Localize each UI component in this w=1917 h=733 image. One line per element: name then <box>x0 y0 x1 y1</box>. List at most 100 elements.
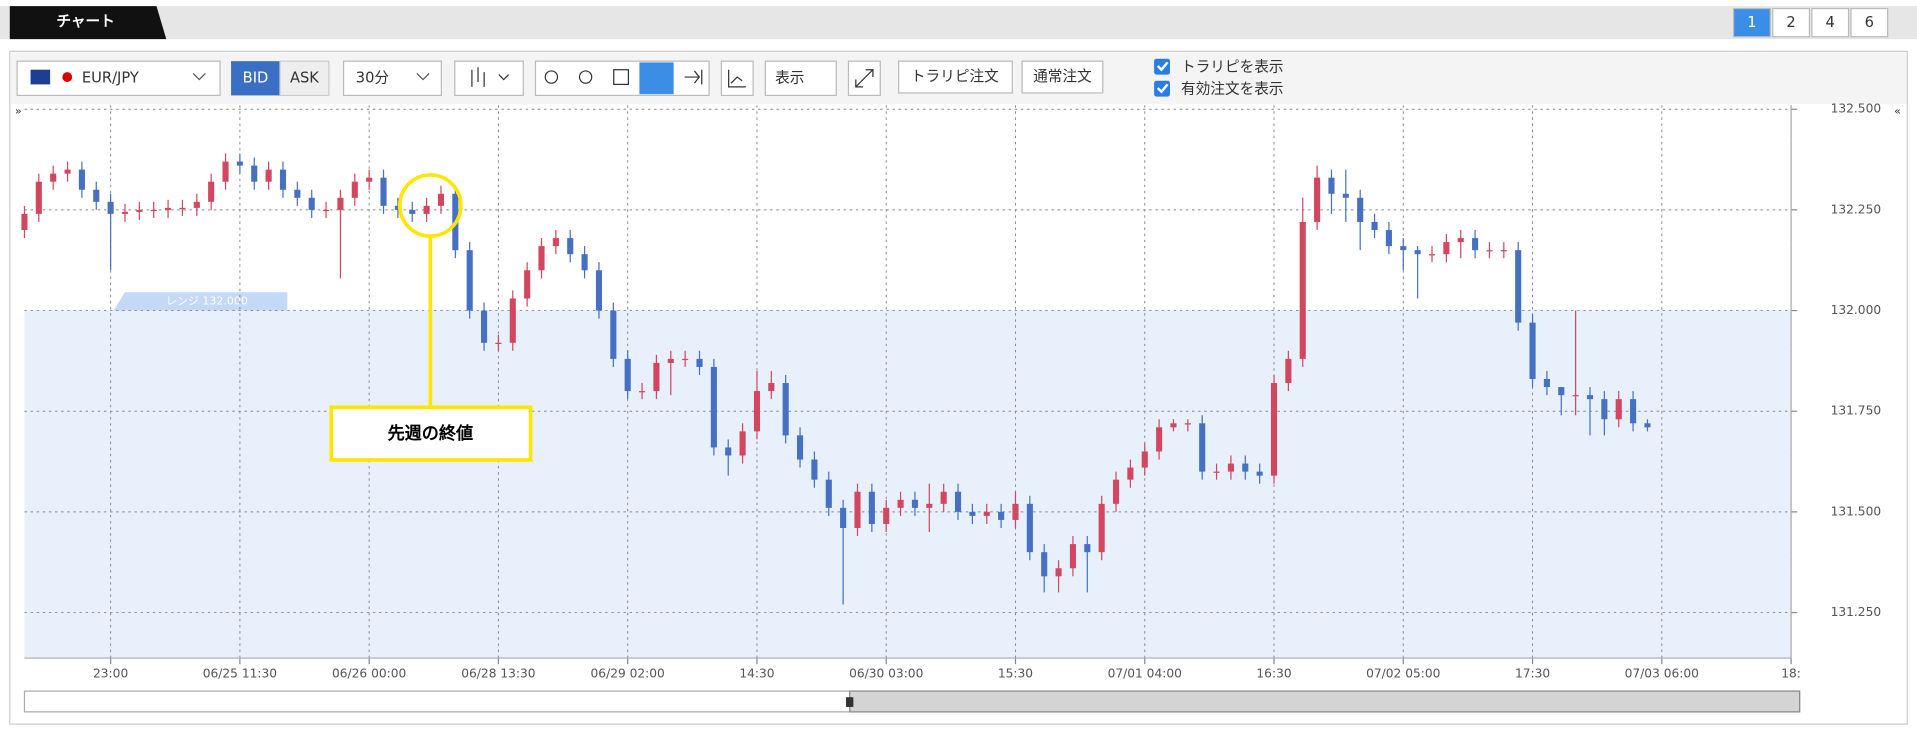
zoom-in[interactable] <box>544 70 559 84</box>
tab-bar <box>0 6 1917 40</box>
candle-body <box>1630 399 1637 424</box>
candle-body <box>538 246 545 271</box>
range-label: レンジ 132.000 <box>166 294 248 307</box>
candle-body <box>423 205 430 214</box>
normal-order-button[interactable] <box>1021 60 1104 94</box>
candle-body <box>1558 387 1565 396</box>
candle-body <box>1472 238 1479 251</box>
candle-body <box>1112 479 1120 504</box>
candle-body <box>1371 221 1378 231</box>
y-tick-label: 131.500 <box>1831 504 1882 518</box>
candle-body <box>21 213 28 231</box>
candle-body <box>121 211 129 214</box>
fit[interactable] <box>613 69 630 86</box>
candle-body <box>1055 568 1062 577</box>
normal-order: 通常注文 <box>1033 68 1092 85</box>
candle-body <box>409 209 416 214</box>
candle-body <box>1256 471 1263 476</box>
lock-y[interactable] <box>639 62 674 95</box>
candle-icon <box>471 67 510 87</box>
collapse-right[interactable]: « <box>1894 104 1901 117</box>
page-button[interactable] <box>1850 7 1889 38</box>
candle-body <box>179 207 186 210</box>
candle-body <box>1012 503 1019 520</box>
y-tick-label: 132.250 <box>1831 202 1882 216</box>
candle-body <box>1414 250 1421 255</box>
tab-title: チャート <box>56 13 114 30</box>
bid-button[interactable] <box>231 61 280 96</box>
trap-order-button[interactable] <box>897 60 1013 94</box>
candle-body <box>868 491 875 524</box>
candle-body <box>1428 254 1436 256</box>
candle-body <box>1127 467 1134 480</box>
to-latest[interactable] <box>684 69 703 85</box>
candle-body <box>466 250 473 311</box>
candle-body <box>1314 177 1321 222</box>
display: 表示 <box>775 69 804 86</box>
y-tick-label: 132.500 <box>1831 102 1882 116</box>
x-tick-label: 23:00 <box>93 666 128 680</box>
checkbox-label: 有効注文を表示 <box>1181 80 1284 97</box>
x-tick-label: 06/29 02:00 <box>591 666 665 680</box>
y-tick-label: 131.750 <box>1831 404 1882 418</box>
candle-body <box>366 177 373 182</box>
page-label: 1 <box>1747 14 1756 31</box>
chevron <box>416 72 430 81</box>
candle-body <box>495 342 502 344</box>
jp-flag <box>62 72 73 82</box>
page-label: 4 <box>1826 14 1835 31</box>
candle-body <box>279 169 287 190</box>
indicator[interactable] <box>720 60 754 97</box>
page-button[interactable] <box>1772 7 1811 38</box>
x-tick-label: 06/25 11:30 <box>203 666 277 680</box>
candle-body <box>897 499 904 508</box>
check-marks <box>1156 61 1169 94</box>
collapse-left[interactable]: » <box>15 104 22 117</box>
symbol-select[interactable] <box>16 60 221 97</box>
x-tick-label: 15:30 <box>998 666 1033 680</box>
candle-body <box>1041 552 1048 577</box>
checkbox[interactable] <box>1154 80 1171 97</box>
candle-body <box>1213 471 1220 473</box>
symbol: EUR/JPY <box>82 69 139 86</box>
indicator-icon <box>728 69 746 88</box>
scroll-thumb[interactable] <box>849 690 1801 713</box>
candle-body <box>811 459 818 480</box>
candle-body <box>265 169 272 182</box>
candle-body <box>638 391 646 393</box>
expand-icon <box>855 69 874 88</box>
candle-body <box>1400 246 1407 251</box>
zoom-out[interactable] <box>578 70 593 84</box>
y-tick-label: 132.000 <box>1831 303 1882 317</box>
candle-body <box>1357 197 1364 222</box>
page-button[interactable] <box>1811 7 1850 38</box>
candle-body <box>1644 423 1651 428</box>
tab[interactable] <box>9 6 167 40</box>
scroll-handle[interactable] <box>846 697 854 707</box>
candle-body <box>667 358 674 363</box>
candle-body <box>222 161 229 182</box>
x-tick-label: 06/28 13:30 <box>461 666 535 680</box>
candle-body <box>1141 451 1148 468</box>
candle-body <box>323 209 330 212</box>
checkbox[interactable] <box>1154 58 1171 75</box>
candle-body <box>78 169 85 190</box>
x-tick-label: 07/03 06:00 <box>1625 666 1699 680</box>
x-tick-label: 17:30 <box>1515 666 1550 680</box>
candle-body <box>1299 221 1306 359</box>
candle-body <box>710 366 717 448</box>
chart-type-select[interactable] <box>454 60 524 97</box>
ask-button[interactable] <box>279 60 330 97</box>
display-select[interactable] <box>764 60 837 97</box>
page-button[interactable] <box>1733 7 1771 38</box>
x-tick-label: 07/02 05:00 <box>1366 666 1440 680</box>
candle-body <box>1500 250 1507 252</box>
candle-body <box>1601 399 1608 420</box>
candle-body <box>251 165 258 182</box>
candle-body <box>1443 242 1450 255</box>
candle-body <box>1270 383 1278 476</box>
checkbox-label: トラリピを表示 <box>1181 58 1284 75</box>
candle-body <box>796 435 804 460</box>
candle-body <box>380 177 387 206</box>
candle-body <box>883 507 890 524</box>
